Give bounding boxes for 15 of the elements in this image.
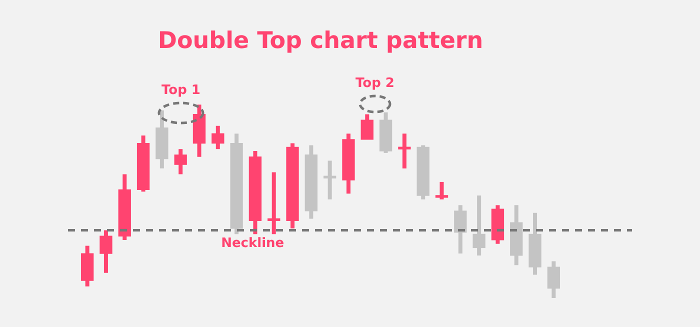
ref-line-label: Neckline [221, 236, 284, 252]
candlestick [547, 261, 560, 298]
candlestick [174, 149, 187, 174]
candlestick [323, 160, 336, 200]
candlestick [212, 126, 224, 150]
candlestick [268, 172, 280, 234]
candlestick [472, 196, 486, 256]
candlestick [454, 205, 467, 254]
chart-title: Double Top chart pattern [158, 28, 484, 54]
candlestick [398, 134, 411, 168]
candlestick [435, 182, 448, 200]
candlestick [360, 114, 374, 140]
text: Top 2 [356, 76, 394, 91]
candlestick [100, 230, 112, 273]
text: Top 1 [162, 82, 200, 98]
